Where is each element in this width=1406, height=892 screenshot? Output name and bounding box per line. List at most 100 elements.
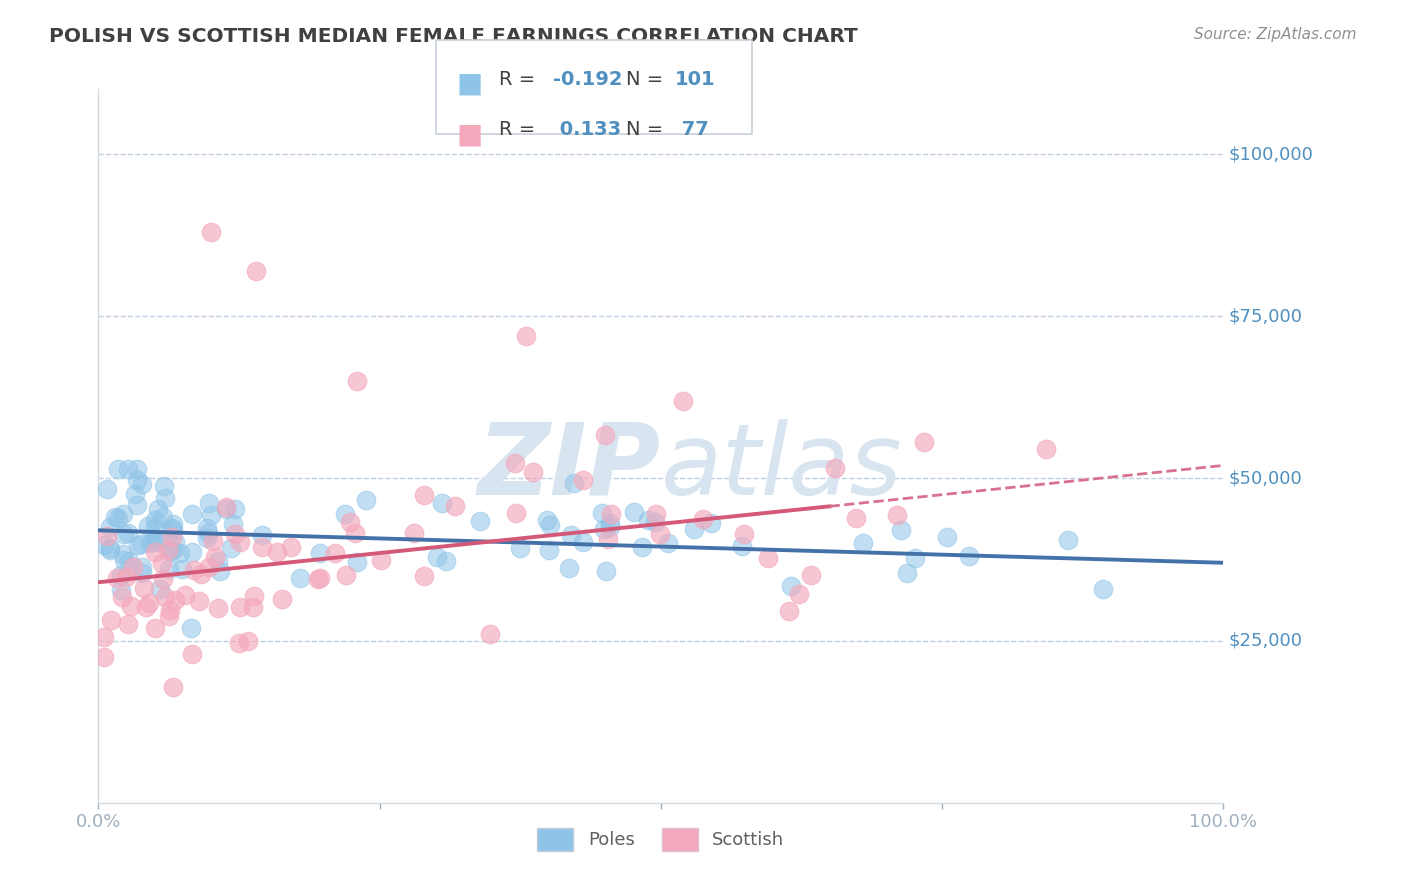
Point	[657, 536, 679, 550]
Point	[845, 511, 868, 525]
Point	[413, 488, 436, 502]
Point	[117, 616, 139, 631]
Point	[1035, 442, 1057, 456]
Point	[824, 461, 846, 475]
Point	[115, 570, 138, 584]
Point	[107, 461, 129, 475]
Point	[143, 531, 166, 545]
Point	[163, 534, 186, 549]
Point	[139, 536, 162, 550]
Point	[778, 604, 800, 618]
Point	[157, 561, 180, 575]
Point	[159, 543, 181, 558]
Point	[111, 591, 134, 605]
Point	[890, 524, 912, 538]
Text: 101: 101	[675, 70, 716, 88]
Point	[198, 496, 221, 510]
Point	[143, 545, 166, 559]
Point	[515, 328, 537, 343]
Point	[112, 552, 135, 566]
Point	[190, 566, 212, 581]
Point	[107, 511, 129, 525]
Point	[851, 536, 873, 550]
Point	[346, 374, 368, 388]
Point	[110, 583, 132, 598]
Point	[156, 543, 179, 558]
Point	[339, 515, 361, 529]
Point	[124, 487, 146, 501]
Point	[180, 621, 202, 635]
Point	[149, 582, 172, 596]
Point	[118, 554, 141, 568]
Text: N =: N =	[626, 70, 669, 88]
Point	[243, 589, 266, 603]
Point	[1092, 582, 1115, 596]
Point	[432, 496, 454, 510]
Point	[195, 521, 218, 535]
Point	[509, 541, 531, 556]
Point	[219, 541, 242, 556]
Point	[271, 592, 294, 607]
Point	[173, 589, 195, 603]
Point	[444, 499, 467, 513]
Point	[503, 456, 526, 470]
Point	[207, 600, 229, 615]
Point	[172, 562, 194, 576]
Point	[335, 568, 357, 582]
Point	[912, 434, 935, 449]
Point	[215, 501, 238, 516]
Point	[162, 680, 184, 694]
Point	[572, 535, 595, 549]
Point	[733, 526, 755, 541]
Text: $25,000: $25,000	[1229, 632, 1303, 649]
Point	[93, 538, 115, 552]
Text: ■: ■	[457, 120, 484, 148]
Point	[152, 572, 174, 586]
Point	[148, 533, 170, 547]
Point	[153, 479, 176, 493]
Point	[250, 528, 273, 542]
Point	[700, 516, 723, 531]
Point	[120, 599, 142, 613]
Point	[127, 538, 149, 552]
Point	[215, 500, 238, 514]
Point	[183, 563, 205, 577]
Point	[413, 569, 436, 583]
Point	[266, 545, 288, 559]
Point	[224, 502, 246, 516]
Text: N =: N =	[626, 120, 669, 139]
Point	[93, 630, 115, 644]
Point	[98, 541, 121, 555]
Point	[896, 566, 918, 581]
Point	[143, 513, 166, 527]
Point	[936, 531, 959, 545]
Point	[228, 636, 250, 650]
Point	[121, 560, 143, 574]
Point	[181, 507, 204, 521]
Point	[125, 473, 148, 487]
Point	[307, 572, 329, 586]
Point	[468, 515, 491, 529]
Point	[229, 599, 252, 614]
Point	[595, 564, 617, 578]
Point	[105, 571, 128, 585]
Point	[571, 473, 593, 487]
Point	[143, 521, 166, 535]
Point	[538, 518, 561, 533]
Point	[370, 553, 392, 567]
Point	[731, 539, 754, 553]
Point	[596, 532, 619, 546]
Point	[562, 475, 585, 490]
Point	[434, 553, 457, 567]
Point	[129, 537, 152, 551]
Point	[96, 529, 118, 543]
Point	[143, 534, 166, 549]
Point	[150, 557, 173, 571]
Point	[153, 491, 176, 506]
Point	[111, 547, 134, 561]
Point	[138, 519, 160, 533]
Point	[692, 511, 714, 525]
Point	[131, 566, 153, 581]
Point	[644, 516, 666, 530]
Point	[131, 559, 153, 574]
